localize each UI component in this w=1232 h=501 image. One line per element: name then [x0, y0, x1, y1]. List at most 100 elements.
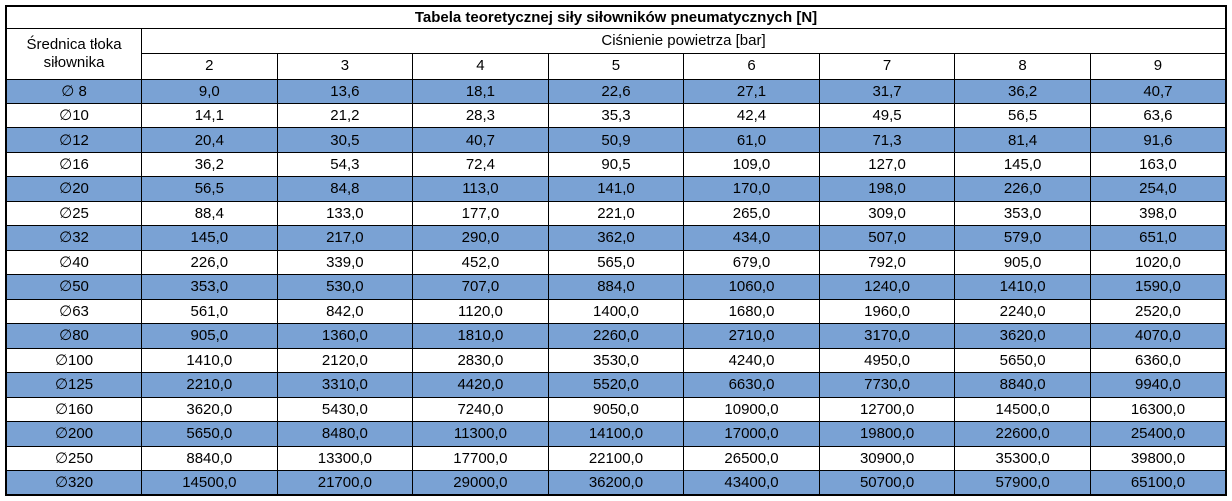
force-cell: 1960,0 [818, 298, 956, 325]
force-cell: 39800,0 [1089, 445, 1227, 472]
force-cell: 3310,0 [276, 372, 414, 398]
diameter-cell: ∅160 [5, 396, 143, 423]
diameter-cell: ∅100 [5, 347, 143, 374]
force-cell: 49,5 [818, 102, 956, 129]
force-cell: 579,0 [954, 225, 1091, 251]
diameter-cell: ∅320 [5, 470, 143, 496]
diameter-cell: ∅20 [5, 176, 143, 202]
table-body: ∅ 8 9,0 13,6 18,1 22,6 27,1 31,7 36,2 40,7 ∅10 14,… [5, 78, 1227, 496]
force-cell: 452,0 [412, 249, 549, 276]
table-row: ∅20 56,5 84,8 113,0 141,0 170,0 198,0 226,0 254,… [5, 176, 1227, 202]
pressure-header: Ciśnienie powietrza [bar] [141, 27, 1227, 54]
table-row: ∅80 905,0 1360,0 1810,0 2260,0 2710,0 3170,0 36… [5, 323, 1227, 349]
force-cell: 35,3 [547, 102, 685, 129]
force-cell: 163,0 [1089, 151, 1227, 178]
force-cell: 22,6 [547, 78, 685, 104]
force-cell: 29000,0 [412, 470, 549, 496]
force-cell: 13,6 [276, 78, 414, 104]
force-cell: 88,4 [141, 200, 278, 227]
force-cell: 1400,0 [547, 298, 685, 325]
force-cell: 5650,0 [954, 347, 1091, 374]
force-cell: 43400,0 [683, 470, 820, 496]
force-cell: 19800,0 [818, 421, 956, 447]
force-cell: 22600,0 [954, 421, 1091, 447]
table-row: ∅32 145,0 217,0 290,0 362,0 434,0 507,0 579,0 65… [5, 225, 1227, 251]
force-cell: 11300,0 [412, 421, 549, 447]
force-cell: 8480,0 [276, 421, 414, 447]
force-cell: 905,0 [954, 249, 1091, 276]
force-cell: 14100,0 [547, 421, 685, 447]
force-cell: 50,9 [547, 127, 685, 153]
force-cell: 141,0 [547, 176, 685, 202]
force-cell: 2710,0 [683, 323, 820, 349]
force-cell: 7240,0 [412, 396, 549, 423]
diameter-cell: ∅10 [5, 102, 143, 129]
force-cell: 2520,0 [1089, 298, 1227, 325]
force-cell: 63,6 [1089, 102, 1227, 129]
force-cell: 290,0 [412, 225, 549, 251]
table-row: ∅320 14500,0 21700,0 29000,0 36200,0 43400,0 5… [5, 470, 1227, 496]
force-cell: 1810,0 [412, 323, 549, 349]
force-cell: 353,0 [141, 274, 278, 300]
table-row: ∅10 14,1 21,2 28,3 35,3 42,4 49,5 56,5 63,6 [5, 102, 1227, 129]
force-cell: 30900,0 [818, 445, 956, 472]
force-cell: 353,0 [954, 200, 1091, 227]
force-cell: 2210,0 [141, 372, 278, 398]
force-cell: 8840,0 [141, 445, 278, 472]
force-cell: 91,6 [1089, 127, 1227, 153]
table-row: ∅16 36,2 54,3 72,4 90,5 109,0 127,0 145,0 163,0 [5, 151, 1227, 178]
diameter-cell: ∅200 [5, 421, 143, 447]
force-cell: 254,0 [1089, 176, 1227, 202]
diameter-cell: ∅63 [5, 298, 143, 325]
force-cell: 90,5 [547, 151, 685, 178]
force-cell: 1240,0 [818, 274, 956, 300]
table-row: ∅25 88,4 133,0 177,0 221,0 265,0 309,0 353,0 398… [5, 200, 1227, 227]
force-cell: 170,0 [683, 176, 820, 202]
force-cell: 1680,0 [683, 298, 820, 325]
force-cell: 54,3 [276, 151, 414, 178]
force-cell: 36,2 [954, 78, 1091, 104]
force-cell: 109,0 [683, 151, 820, 178]
force-cell: 14500,0 [141, 470, 278, 496]
force-cell: 177,0 [412, 200, 549, 227]
table-row: ∅40 226,0 339,0 452,0 565,0 679,0 792,0 905,0 10… [5, 249, 1227, 276]
force-cell: 40,7 [412, 127, 549, 153]
force-cell: 9,0 [141, 78, 278, 104]
force-cell: 40,7 [1089, 78, 1227, 104]
force-cell: 6360,0 [1089, 347, 1227, 374]
force-cell: 25400,0 [1089, 421, 1227, 447]
force-cell: 81,4 [954, 127, 1091, 153]
force-cell: 3620,0 [141, 396, 278, 423]
diameter-cell: ∅ 8 [5, 78, 143, 104]
pressure-column-header: 8 [954, 52, 1091, 80]
force-cell: 145,0 [954, 151, 1091, 178]
diameter-cell: ∅125 [5, 372, 143, 398]
diameter-cell: ∅12 [5, 127, 143, 153]
pressure-column-header: 2 [141, 52, 278, 80]
force-cell: 36200,0 [547, 470, 685, 496]
force-cell: 2260,0 [547, 323, 685, 349]
force-cell: 3530,0 [547, 347, 685, 374]
force-cell: 17700,0 [412, 445, 549, 472]
force-cell: 530,0 [276, 274, 414, 300]
force-cell: 9940,0 [1089, 372, 1227, 398]
diameter-cell: ∅250 [5, 445, 143, 472]
force-cell: 5520,0 [547, 372, 685, 398]
diameter-cell: ∅25 [5, 200, 143, 227]
force-cell: 1360,0 [276, 323, 414, 349]
header-row-pressure: Średnica tłoka siłownika Ciśnienie powie… [5, 27, 1227, 80]
table-row: ∅160 3620,0 5430,0 7240,0 9050,0 10900,0 12700… [5, 396, 1227, 423]
title-row: Tabela teoretycznej siły siłowników pneu… [5, 5, 1227, 29]
table-row: ∅ 8 9,0 13,6 18,1 22,6 27,1 31,7 36,2 40,7 [5, 78, 1227, 104]
force-cell: 309,0 [818, 200, 956, 227]
diameter-cell: ∅40 [5, 249, 143, 276]
force-cell: 434,0 [683, 225, 820, 251]
force-cell: 5650,0 [141, 421, 278, 447]
force-cell: 27,1 [683, 78, 820, 104]
force-cell: 65100,0 [1089, 470, 1227, 496]
table-row: ∅12 20,4 30,5 40,7 50,9 61,0 71,3 81,4 91,6 [5, 127, 1227, 153]
force-cell: 21,2 [276, 102, 414, 129]
force-cell: 4240,0 [683, 347, 820, 374]
